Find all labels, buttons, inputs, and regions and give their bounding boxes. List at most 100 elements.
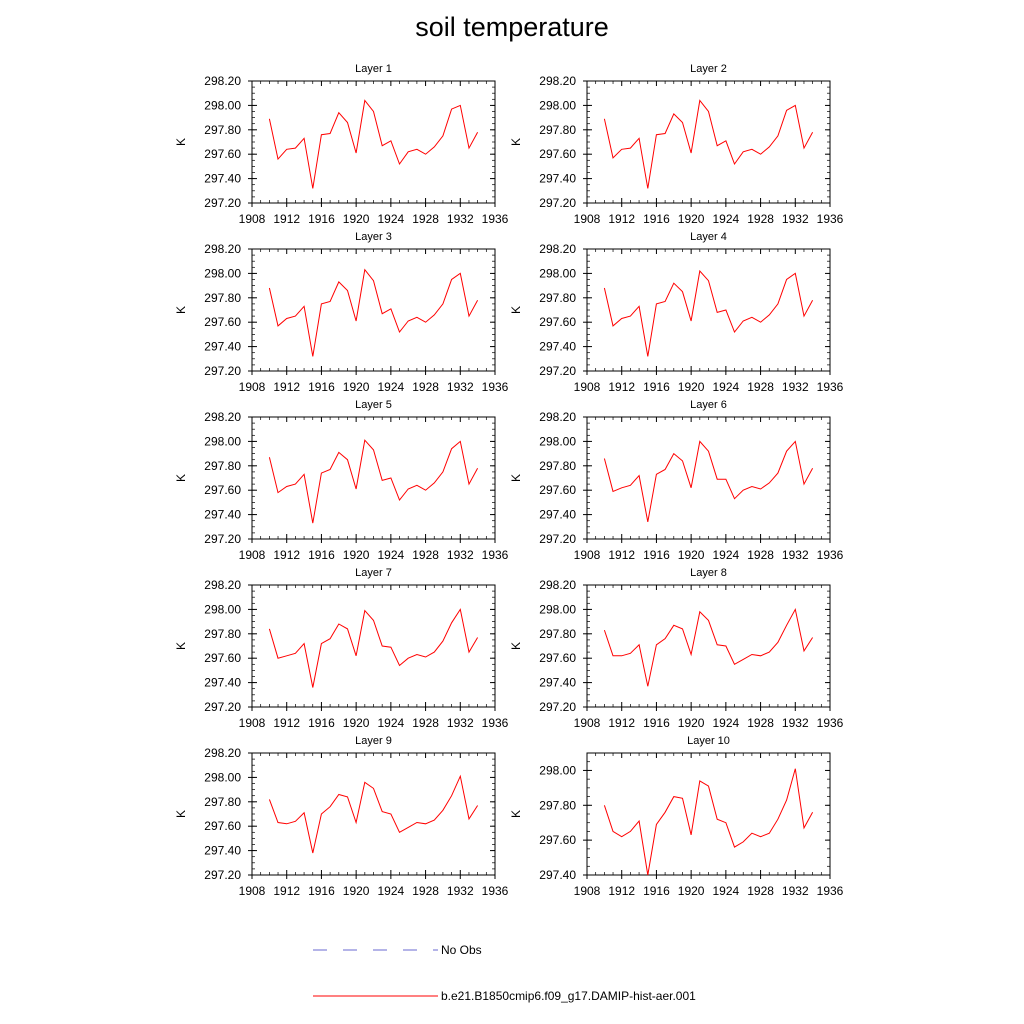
panel-3-frame xyxy=(251,248,496,372)
panel-9-xtick-label: 1936 xyxy=(482,884,509,898)
panel-7-xtick-label: 1936 xyxy=(482,716,509,730)
panel-9-xtick-label: 1920 xyxy=(343,884,370,898)
panel-4-title: Layer 4 xyxy=(690,231,727,243)
panel-2-ytick-label: 297.60 xyxy=(539,147,576,161)
panel-9-ytick-label: 297.40 xyxy=(204,844,241,858)
panel-7-ytick-label: 298.00 xyxy=(204,602,241,616)
panel-6-ytick-label: 297.60 xyxy=(539,483,576,497)
panel-10-xtick-label: 1916 xyxy=(643,884,670,898)
panel-5-frame xyxy=(251,416,496,540)
panel-6-ytick-label: 297.20 xyxy=(539,532,576,546)
panel-8-xtick-label: 1924 xyxy=(713,716,740,730)
panel-6-ylabel: K xyxy=(509,474,523,482)
panel-5-ytick-label: 298.00 xyxy=(204,434,241,448)
panel-2-xtick-label: 1920 xyxy=(678,212,705,226)
panel-3-xtick-label: 1924 xyxy=(378,380,405,394)
panel-10-xtick-label: 1912 xyxy=(608,884,635,898)
panel-1-series-line xyxy=(268,99,479,189)
panel-6-xtick-label: 1916 xyxy=(643,548,670,562)
panel-7-ytick-label: 298.20 xyxy=(204,578,241,592)
panel-10-title: Layer 10 xyxy=(687,735,730,747)
panel-1-xtick-label: 1928 xyxy=(412,212,439,226)
panel-9-title: Layer 9 xyxy=(355,735,392,747)
panel-1-ytick-label: 298.20 xyxy=(204,74,241,88)
panel-8-xtick-label: 1936 xyxy=(817,716,844,730)
panel-3-xtick-label: 1928 xyxy=(412,380,439,394)
panel-8-xtick-label: 1932 xyxy=(782,716,809,730)
panel-8-series-line xyxy=(603,607,814,687)
panel-4-xtick-label: 1920 xyxy=(678,380,705,394)
panel-5-xtick-label: 1920 xyxy=(343,548,370,562)
panel-2-ytick-label: 298.00 xyxy=(539,98,576,112)
panel-7-ytick-label: 297.40 xyxy=(204,676,241,690)
panel-3-xtick-label: 1908 xyxy=(239,380,266,394)
panel-6-ytick-label: 297.40 xyxy=(539,508,576,522)
panel-3-title: Layer 3 xyxy=(355,231,392,243)
panel-9-xtick-label: 1932 xyxy=(447,884,474,898)
panel-7-series-line xyxy=(268,608,479,688)
panel-9-xtick-label: 1912 xyxy=(273,884,300,898)
panel-10-ylabel: K xyxy=(509,810,523,818)
panel-3-ytick-label: 297.20 xyxy=(204,364,241,378)
panel-4-ytick-label: 298.20 xyxy=(539,242,576,256)
panel-10-ytick-label: 297.80 xyxy=(539,798,576,812)
panel-1-ylabel: K xyxy=(174,138,188,146)
panel-10-frame xyxy=(586,752,831,876)
panel-5-ytick-label: 297.60 xyxy=(204,483,241,497)
panel-1-xtick-label: 1936 xyxy=(482,212,509,226)
panel-4-ytick-label: 297.60 xyxy=(539,315,576,329)
panel-3-ytick-label: 297.40 xyxy=(204,340,241,354)
panel-6-ytick-label: 298.20 xyxy=(539,410,576,424)
panel-1-ytick-label: 297.60 xyxy=(204,147,241,161)
panel-5-ylabel: K xyxy=(174,474,188,482)
panel-3-ytick-label: 297.80 xyxy=(204,291,241,305)
panel-9-xtick-label: 1908 xyxy=(239,884,266,898)
panel-3-ytick-label: 297.60 xyxy=(204,315,241,329)
panel-7-ytick-label: 297.60 xyxy=(204,651,241,665)
panel-9-ytick-label: 297.20 xyxy=(204,868,241,882)
panel-6-xtick-label: 1936 xyxy=(817,548,844,562)
panel-10-xtick-label: 1908 xyxy=(574,884,601,898)
panel-4-xtick-label: 1912 xyxy=(608,380,635,394)
panel-4-xtick-label: 1908 xyxy=(574,380,601,394)
panel-4-xtick-label: 1928 xyxy=(747,380,774,394)
panel-4-xtick-label: 1936 xyxy=(817,380,844,394)
panel-5-xtick-label: 1928 xyxy=(412,548,439,562)
panel-2-ytick-label: 297.80 xyxy=(539,123,576,137)
panel-5-xtick-label: 1932 xyxy=(447,548,474,562)
panel-6-xtick-label: 1908 xyxy=(574,548,601,562)
panel-7-xtick-label: 1916 xyxy=(308,716,335,730)
panel-1-xtick-label: 1932 xyxy=(447,212,474,226)
panel-5-series-line xyxy=(268,439,479,524)
panel-1-xtick-label: 1924 xyxy=(378,212,405,226)
panel-4-xtick-label: 1916 xyxy=(643,380,670,394)
panel-6-frame xyxy=(586,416,831,540)
panel-7-ylabel: K xyxy=(174,642,188,650)
panel-6-xtick-label: 1924 xyxy=(713,548,740,562)
panel-1-ytick-label: 297.40 xyxy=(204,172,241,186)
panel-8-ytick-label: 297.20 xyxy=(539,700,576,714)
panel-3-xtick-label: 1920 xyxy=(343,380,370,394)
panel-10-xtick-label: 1920 xyxy=(678,884,705,898)
panel-3-ytick-label: 298.00 xyxy=(204,266,241,280)
panel-4-ytick-label: 298.00 xyxy=(539,266,576,280)
panel-8-xtick-label: 1908 xyxy=(574,716,601,730)
panel-4-series-line xyxy=(603,269,814,357)
panel-7-xtick-label: 1928 xyxy=(412,716,439,730)
panel-8-xtick-label: 1916 xyxy=(643,716,670,730)
panel-2-series-line xyxy=(603,99,814,189)
panel-7-xtick-label: 1908 xyxy=(239,716,266,730)
panel-1-xtick-label: 1916 xyxy=(308,212,335,226)
panel-9-xtick-label: 1916 xyxy=(308,884,335,898)
panel-3-xtick-label: 1932 xyxy=(447,380,474,394)
panel-8-ylabel: K xyxy=(509,642,523,650)
panel-8-ytick-label: 298.00 xyxy=(539,602,576,616)
panel-2-ytick-label: 297.40 xyxy=(539,172,576,186)
panel-1-title: Layer 1 xyxy=(355,63,392,75)
panel-9-ytick-label: 297.60 xyxy=(204,819,241,833)
panel-8-xtick-label: 1912 xyxy=(608,716,635,730)
panel-4-ytick-label: 297.80 xyxy=(539,291,576,305)
panel-5-ytick-label: 297.20 xyxy=(204,532,241,546)
panel-2-ytick-label: 298.20 xyxy=(539,74,576,88)
